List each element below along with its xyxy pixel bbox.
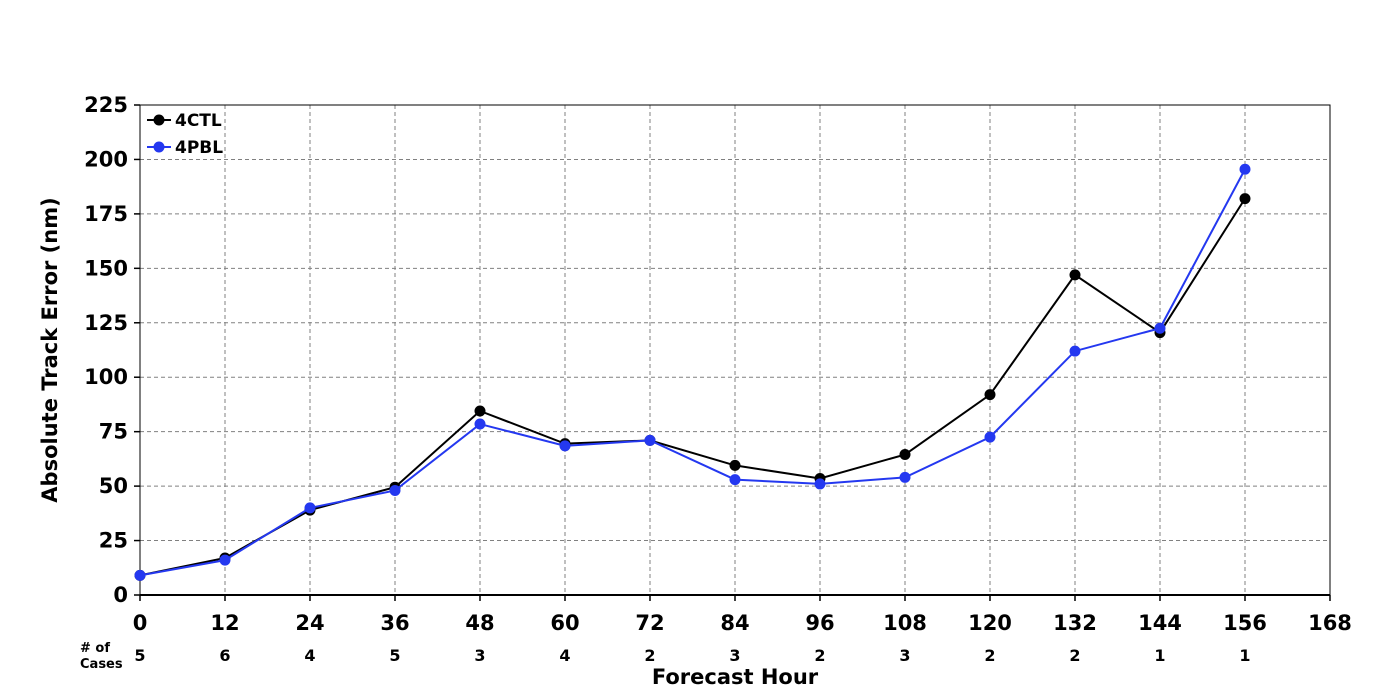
data-point-4pbl bbox=[984, 431, 996, 443]
y-axis-title: Absolute Track Error (nm) bbox=[38, 197, 62, 502]
data-point-4pbl bbox=[389, 484, 401, 496]
data-point-4pbl bbox=[1239, 163, 1251, 175]
data-point-4pbl bbox=[474, 418, 486, 430]
x-tick-label: 60 bbox=[550, 611, 579, 635]
y-tick-label: 25 bbox=[99, 529, 128, 553]
y-tick-labels: 0 25 50 75 100 125 150 175 200 225 bbox=[84, 93, 140, 607]
series-layer bbox=[134, 163, 1251, 581]
case-count: 1 bbox=[1239, 646, 1250, 665]
data-point-4pbl bbox=[304, 502, 316, 514]
x-tick-labels: 0 12 24 36 48 60 72 84 96 108 120 132 144 156 168 bbox=[133, 595, 1352, 635]
case-count: 2 bbox=[644, 646, 655, 665]
case-count: 2 bbox=[814, 646, 825, 665]
data-point-4ctl bbox=[984, 389, 996, 401]
x-tick-label: 24 bbox=[295, 611, 324, 635]
case-count: 5 bbox=[389, 646, 400, 665]
data-point-4ctl bbox=[1239, 193, 1251, 205]
y-tick-label: 50 bbox=[99, 474, 128, 498]
cases-header-line2: Cases bbox=[80, 657, 123, 672]
x-tick-label: 36 bbox=[380, 611, 409, 635]
case-count: 4 bbox=[559, 646, 570, 665]
case-count: 4 bbox=[304, 646, 315, 665]
legend-label-4pbl: 4PBL bbox=[175, 138, 223, 158]
x-tick-label: 0 bbox=[133, 611, 148, 635]
x-tick-label: 12 bbox=[210, 611, 239, 635]
data-point-4ctl bbox=[1069, 269, 1081, 281]
series-line-4pbl bbox=[139, 168, 1246, 577]
data-point-4ctl bbox=[729, 459, 741, 471]
case-count: 2 bbox=[1069, 646, 1080, 665]
data-point-4pbl bbox=[219, 554, 231, 566]
x-tick-label: 132 bbox=[1053, 611, 1097, 635]
legend-marker-4ctl bbox=[153, 114, 165, 126]
legend: 4CTL 4PBL bbox=[147, 111, 223, 158]
grid-lines bbox=[140, 105, 1330, 595]
y-tick-label: 175 bbox=[84, 202, 128, 226]
data-point-4ctl bbox=[899, 449, 911, 461]
x-tick-label: 156 bbox=[1223, 611, 1267, 635]
y-tick-label: 200 bbox=[84, 147, 128, 171]
series-line-4ctl bbox=[139, 198, 1246, 577]
y-tick-label: 0 bbox=[113, 583, 128, 607]
y-tick-label: 100 bbox=[84, 365, 128, 389]
data-point-4pbl bbox=[814, 478, 826, 490]
legend-marker-4pbl bbox=[153, 141, 165, 153]
case-count: 6 bbox=[219, 646, 230, 665]
x-tick-label: 120 bbox=[968, 611, 1012, 635]
data-point-4pbl bbox=[729, 474, 741, 486]
x-tick-label: 48 bbox=[465, 611, 494, 635]
y-tick-label: 225 bbox=[84, 93, 128, 117]
x-tick-label: 96 bbox=[805, 611, 834, 635]
data-point-4pbl bbox=[559, 440, 571, 452]
x-tick-label: 168 bbox=[1308, 611, 1352, 635]
x-tick-label: 144 bbox=[1138, 611, 1182, 635]
case-count: 3 bbox=[474, 646, 485, 665]
case-counts: 5 6 4 5 3 4 2 3 2 3 2 2 1 1 bbox=[134, 646, 1250, 665]
x-tick-label: 72 bbox=[635, 611, 664, 635]
x-axis-title: Forecast Hour bbox=[652, 665, 819, 689]
x-tick-label: 108 bbox=[883, 611, 927, 635]
data-point-4pbl bbox=[134, 569, 146, 581]
case-count: 2 bbox=[984, 646, 995, 665]
case-count: 5 bbox=[134, 646, 145, 665]
data-point-4pbl bbox=[644, 434, 656, 446]
x-tick-label: 84 bbox=[720, 611, 749, 635]
y-tick-label: 125 bbox=[84, 311, 128, 335]
case-count: 1 bbox=[1154, 646, 1165, 665]
data-point-4ctl bbox=[474, 405, 486, 417]
case-count: 3 bbox=[899, 646, 910, 665]
data-point-4pbl bbox=[899, 471, 911, 483]
cases-header-line1: # of bbox=[80, 641, 110, 656]
legend-label-4ctl: 4CTL bbox=[175, 111, 222, 131]
y-tick-label: 75 bbox=[99, 420, 128, 444]
data-point-4pbl bbox=[1154, 322, 1166, 334]
case-count: 3 bbox=[729, 646, 740, 665]
data-point-4pbl bbox=[1069, 345, 1081, 357]
y-tick-label: 150 bbox=[84, 256, 128, 280]
